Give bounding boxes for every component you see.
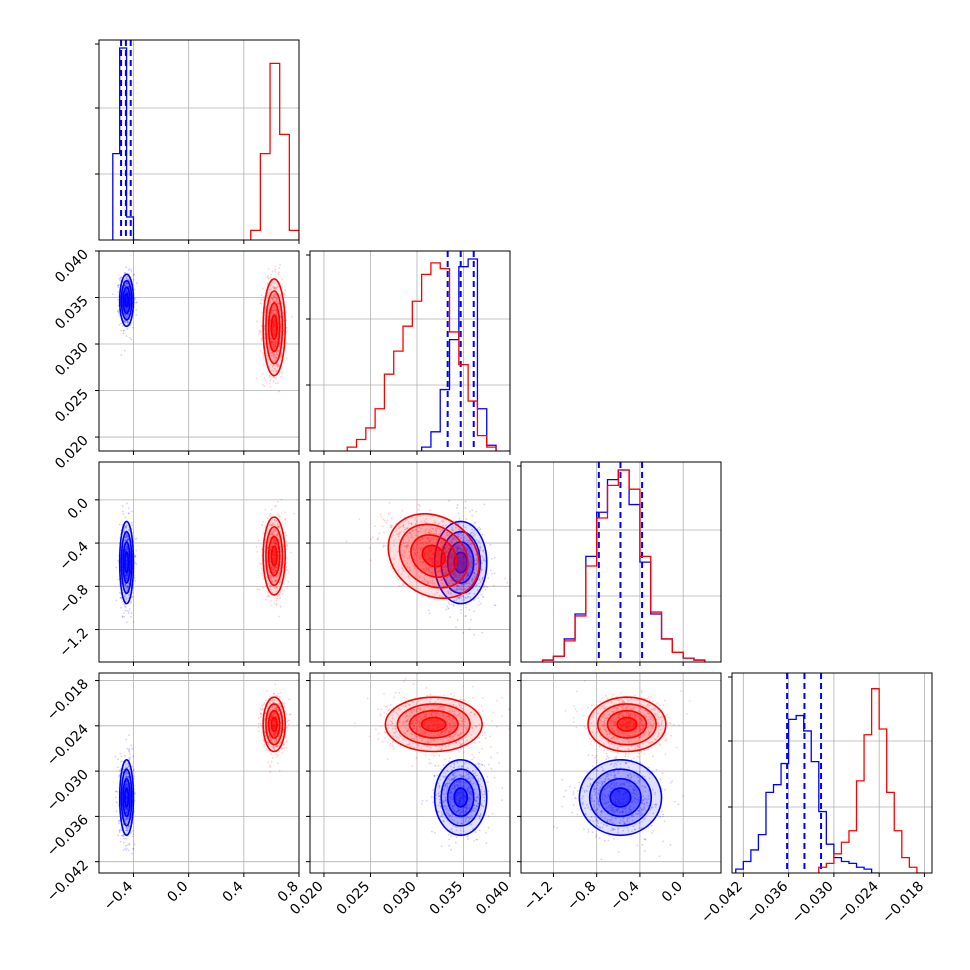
histogram-series-1 <box>250 62 299 240</box>
contour-series-1 <box>267 709 281 739</box>
x-tick-label: −0.030 <box>789 879 837 927</box>
panel-0-0 <box>95 39 300 244</box>
contour-series-1 <box>421 544 446 568</box>
contour-series-0 <box>122 541 131 584</box>
panel-1-0: 0.020 0.025 0.030 0.035 0.040 <box>52 247 300 473</box>
panel-frame <box>309 250 511 452</box>
histogram-series-1 <box>541 469 706 662</box>
histogram-series-0 <box>112 47 141 240</box>
y-tick-label: 0.040 <box>52 247 92 287</box>
contour-series-0 <box>588 768 653 827</box>
panel-frame <box>98 672 300 874</box>
histogram-series-0 <box>541 469 706 662</box>
y-tick-label: 0.020 <box>52 433 92 473</box>
contour-series-1 <box>596 703 657 746</box>
y-tick-label: 0.030 <box>52 340 92 380</box>
contour-series-0 <box>609 787 632 808</box>
panel-frame <box>309 461 511 663</box>
contour-series-0 <box>446 777 475 818</box>
contour-series-0 <box>599 777 642 818</box>
y-tick-label: −0.8 <box>56 582 91 617</box>
contour-series-0 <box>124 551 130 574</box>
contour-series-1 <box>616 716 638 732</box>
contour-series-1 <box>606 709 648 739</box>
y-tick-label: 0.025 <box>52 386 92 426</box>
x-tick-label: −1.2 <box>521 879 556 914</box>
x-tick-label: 0.040 <box>473 879 513 919</box>
panel-1-1 <box>306 250 511 455</box>
contour-series-0 <box>453 787 469 808</box>
contour-series-1 <box>270 545 278 567</box>
contour-series-0 <box>122 777 131 818</box>
panel-3-1: 0.020 0.025 0.030 0.035 0.040 <box>287 672 513 919</box>
x-tick-label: 0.0 <box>164 879 191 906</box>
x-tick-label: 0.0 <box>659 879 686 906</box>
y-tick-label: −0.4 <box>56 539 91 574</box>
contour-series-1 <box>267 535 281 577</box>
contour-series-1 <box>420 716 447 732</box>
y-tick-label: −1.2 <box>56 625 91 660</box>
panel-frame <box>520 461 722 663</box>
contour-series-1 <box>398 523 469 589</box>
histogram-series-1 <box>346 262 497 451</box>
x-tick-label: 0.035 <box>427 879 467 919</box>
contour-series-1 <box>587 696 667 753</box>
panel-frame <box>98 461 300 663</box>
panel-frame <box>520 672 722 874</box>
panel-2-2 <box>517 461 722 666</box>
y-tick-label: −0.042 <box>44 857 92 905</box>
contour-series-1 <box>408 709 459 739</box>
contour-series-0 <box>440 768 482 827</box>
x-tick-label: −0.4 <box>607 878 642 913</box>
y-tick-label: 0.0 <box>65 495 92 522</box>
x-tick-label: −0.024 <box>834 878 882 926</box>
y-tick-label: −0.036 <box>44 812 92 860</box>
contour-series-0 <box>122 286 131 315</box>
contour-series-1 <box>267 302 281 353</box>
histogram-series-0 <box>735 714 880 873</box>
x-tick-label: 0.4 <box>220 878 247 905</box>
y-tick-label: −0.018 <box>44 676 92 724</box>
y-tick-label: −0.024 <box>44 721 92 769</box>
x-tick-label: −0.036 <box>743 878 791 926</box>
panel-frame <box>731 672 933 874</box>
panel-3-0: −0.4 0.0 0.4 0.8−0.042−0.036−0.030−0.024−0.… <box>44 672 302 914</box>
histogram-series-1 <box>818 688 925 873</box>
contour-series-0 <box>124 787 130 808</box>
x-tick-label: 0.030 <box>380 879 420 919</box>
contour-series-1 <box>270 716 278 732</box>
x-tick-label: −0.018 <box>879 879 927 927</box>
y-tick-label: 0.035 <box>52 293 92 333</box>
contour-series-1 <box>384 696 483 753</box>
contour-series-0 <box>440 530 482 595</box>
x-tick-label: −0.042 <box>698 879 746 927</box>
contour-series-1 <box>410 534 458 578</box>
x-tick-label: 0.025 <box>334 879 374 919</box>
panel-frame <box>98 39 300 241</box>
panel-3-3: −0.042−0.036−0.030−0.024−0.018 <box>698 672 933 927</box>
y-tick-label: −0.030 <box>44 767 92 815</box>
contour-series-1 <box>387 512 481 600</box>
panel-2-1 <box>306 461 511 666</box>
contour-series-1 <box>270 314 278 341</box>
panel-3-2: −1.2 −0.8 −0.4 0.0 <box>517 672 722 914</box>
contour-series-1 <box>396 703 471 746</box>
contour-series-0 <box>124 292 130 308</box>
x-tick-label: −0.4 <box>101 878 136 913</box>
panel-2-0: −1.2 −0.8 −0.4 0.0 <box>56 461 300 666</box>
panel-frame <box>309 672 511 874</box>
panel-frame <box>98 250 300 452</box>
contour-series-0 <box>433 758 488 837</box>
x-tick-label: −0.8 <box>564 879 599 914</box>
contour-series-0 <box>578 758 663 837</box>
histogram-series-0 <box>420 258 497 451</box>
